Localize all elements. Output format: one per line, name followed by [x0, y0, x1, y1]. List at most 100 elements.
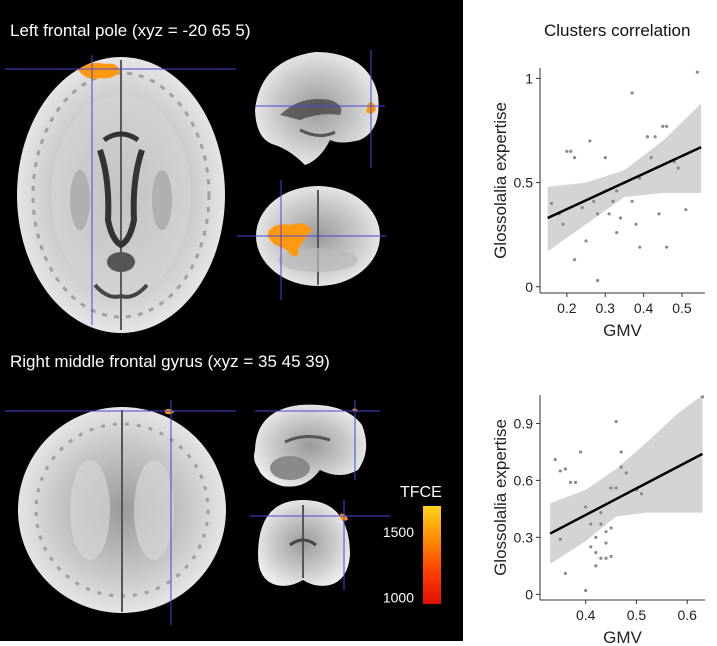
top-axial-slice — [17, 57, 225, 333]
data-point — [611, 199, 615, 203]
data-point — [630, 91, 634, 95]
top-panel-title: Left frontal pole (xyz = -20 65 5) — [10, 21, 251, 40]
data-point — [619, 450, 623, 454]
x-tick-label: 0.5 — [672, 300, 692, 316]
x-axis-label: GMV — [603, 321, 642, 340]
data-point — [558, 537, 562, 541]
x-tick-label: 0.2 — [557, 300, 577, 316]
data-point — [695, 70, 699, 74]
bottom-axial-slice — [18, 407, 226, 613]
x-tick-label: 0.5 — [627, 607, 647, 623]
data-point — [609, 554, 613, 558]
top-coronal-cluster — [268, 223, 312, 257]
data-point — [619, 465, 623, 469]
bottom-sagittal-slice — [254, 404, 367, 487]
data-point — [614, 486, 618, 490]
data-point — [604, 541, 608, 545]
y-axis-label: Glossolalia expertise — [491, 102, 510, 259]
data-point — [553, 457, 557, 462]
data-point — [599, 556, 603, 560]
data-point — [615, 189, 619, 193]
data-point — [657, 212, 661, 216]
data-point — [594, 550, 598, 555]
top-sagittal-slice — [255, 52, 379, 165]
confidence-band — [550, 395, 703, 564]
data-point — [568, 480, 573, 484]
data-point — [607, 212, 611, 216]
data-point — [614, 419, 618, 424]
y-tick-label: 1 — [525, 70, 533, 86]
y-tick-label: 0.5 — [514, 175, 534, 191]
regression-line — [549, 452, 704, 535]
data-point — [595, 212, 600, 216]
data-point — [563, 467, 567, 471]
data-point — [569, 149, 573, 153]
data-point — [639, 492, 644, 496]
tfce-colorbar: TFCE 1500 1000 — [383, 484, 442, 605]
data-point — [563, 571, 567, 576]
data-point — [592, 199, 596, 203]
colorbar-tick-label: 1000 — [383, 589, 414, 605]
data-point — [684, 208, 688, 212]
data-point — [649, 155, 653, 160]
data-point — [609, 486, 613, 490]
data-point — [572, 258, 577, 262]
data-point — [599, 522, 603, 526]
data-point — [665, 245, 669, 249]
data-point — [700, 395, 705, 399]
data-point — [618, 216, 623, 220]
data-point — [661, 124, 665, 128]
data-point — [594, 564, 598, 568]
scatter-plot-top: 0 0.5 1 0.2 0.3 0.4 0.5 GMV Glossolalia expertis… — [491, 68, 705, 340]
bottom-panel-title: Right middle frontal gyrus (xyz = 35 45 … — [10, 352, 330, 371]
brain-slices: TFCE 1500 1000 — [5, 50, 442, 625]
data-point — [634, 222, 638, 226]
x-tick-label: 0.4 — [576, 607, 596, 623]
data-point — [615, 230, 619, 235]
data-point — [609, 526, 613, 530]
data-point — [549, 201, 554, 206]
data-point — [624, 471, 628, 475]
confidence-band — [547, 103, 702, 252]
data-point — [558, 469, 562, 473]
data-point — [604, 530, 608, 534]
data-point — [603, 155, 607, 160]
x-axis-label: GMV — [603, 628, 642, 645]
data-point — [645, 135, 650, 139]
colorbar-tick-label: 1500 — [383, 524, 414, 540]
bottom-axial-cluster — [165, 408, 174, 415]
y-tick-label: 0 — [525, 586, 533, 602]
data-point — [653, 135, 657, 139]
data-point — [595, 278, 600, 283]
data-point — [589, 522, 593, 526]
scatter-plot-bottom: 0 0.3 0.6 0.9 0.4 0.5 0.6 GMV Glossolalia expert… — [491, 395, 705, 645]
y-tick-label: 0.6 — [514, 472, 534, 488]
data-point — [572, 155, 577, 160]
data-point — [589, 545, 593, 549]
regression-line — [547, 146, 702, 220]
y-tick-label: 0 — [525, 279, 533, 295]
data-point — [676, 166, 680, 170]
data-point — [665, 124, 669, 128]
brain-figure-panel: TFCE 1500 1000 Left frontal pole (xyz = … — [0, 0, 463, 641]
data-point — [638, 245, 642, 249]
data-point — [584, 588, 588, 593]
y-tick-label: 0.3 — [514, 529, 534, 545]
bottom-coronal-slice — [258, 500, 350, 586]
data-point — [604, 556, 608, 560]
data-point — [630, 199, 634, 203]
top-axial-cluster — [78, 62, 120, 79]
data-point — [579, 450, 583, 454]
data-point — [638, 176, 642, 181]
data-point — [580, 205, 584, 210]
data-point — [594, 535, 598, 539]
x-tick-label: 0.6 — [677, 607, 697, 623]
data-point — [584, 239, 588, 243]
data-point — [584, 505, 588, 509]
data-point — [588, 139, 592, 143]
colorbar-gradient — [423, 506, 441, 604]
colorbar-title: TFCE — [400, 484, 442, 501]
y-tick-label: 0.9 — [514, 415, 534, 431]
data-point — [565, 149, 569, 153]
y-axis-label: Glossolalia expertise — [491, 419, 510, 576]
